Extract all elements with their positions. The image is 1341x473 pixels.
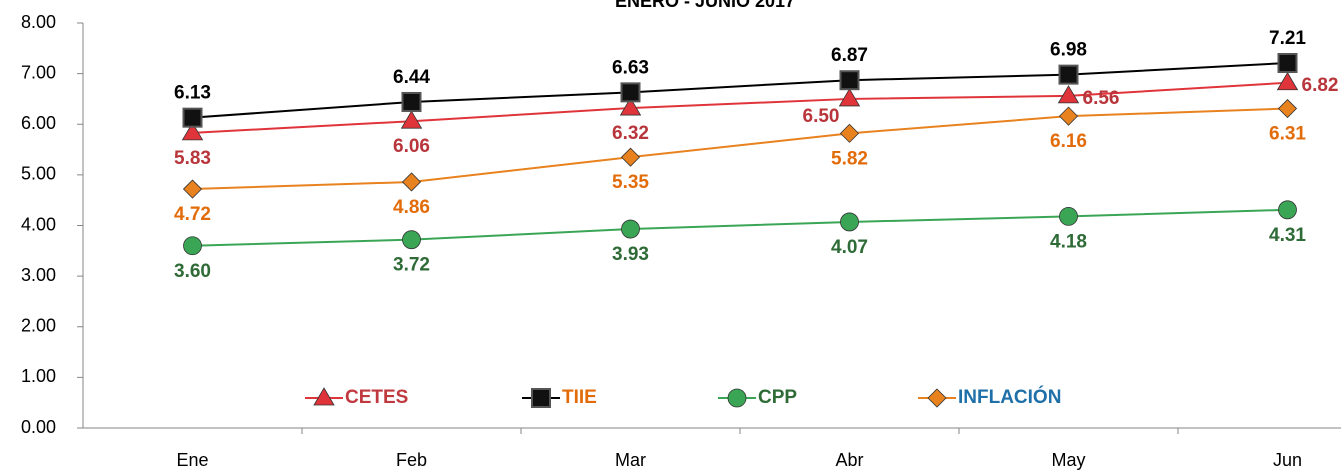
data-point xyxy=(619,97,642,116)
data-label: 6.63 xyxy=(612,57,649,78)
data-label: 4.86 xyxy=(393,197,430,218)
data-label: 6.32 xyxy=(612,123,649,144)
data-point xyxy=(182,107,203,128)
data-point xyxy=(839,70,860,91)
data-point xyxy=(1057,85,1080,104)
legend-label: TIIE xyxy=(562,387,597,408)
series-line xyxy=(192,81,1288,134)
legend-marker xyxy=(727,388,747,408)
x-tick-label: Ene xyxy=(176,450,208,470)
data-point xyxy=(402,230,421,250)
y-tick-label: 6.00 xyxy=(21,113,56,133)
data-label: 5.35 xyxy=(612,172,649,193)
data-label: 6.50 xyxy=(803,106,840,127)
data-point xyxy=(621,219,640,239)
data-point xyxy=(401,91,422,112)
legend-marker xyxy=(313,387,335,406)
legend-label: CPP xyxy=(758,387,797,408)
data-point xyxy=(1277,98,1298,119)
data-label: 4.31 xyxy=(1269,225,1306,246)
data-label: 6.82 xyxy=(1302,75,1339,96)
series-line xyxy=(192,107,1288,191)
series-line xyxy=(192,208,1288,247)
data-label: 5.83 xyxy=(174,148,211,169)
data-label: 3.60 xyxy=(174,261,211,282)
data-label: 6.56 xyxy=(1083,88,1120,109)
y-tick-label: 3.00 xyxy=(21,265,56,285)
data-label: 6.87 xyxy=(831,45,868,66)
data-point xyxy=(1276,71,1299,91)
data-label: 6.16 xyxy=(1050,131,1087,152)
series-line xyxy=(192,61,1288,119)
x-tick-label: May xyxy=(1051,450,1085,470)
data-label: 4.18 xyxy=(1050,231,1087,252)
data-label: 6.31 xyxy=(1269,124,1306,145)
data-point xyxy=(620,147,641,167)
data-label: 6.98 xyxy=(1050,40,1087,61)
data-point xyxy=(1278,200,1297,220)
y-tick-label: 0.00 xyxy=(21,417,56,437)
legend-label: INFLACIÓN xyxy=(958,386,1061,408)
data-point xyxy=(182,179,203,199)
legend-marker xyxy=(927,388,947,408)
x-tick-label: Feb xyxy=(396,450,427,470)
data-point xyxy=(1058,106,1079,126)
y-tick-label: 8.00 xyxy=(21,12,56,32)
x-tick-label: Jun xyxy=(1273,450,1302,470)
x-tick-label: Abr xyxy=(835,450,863,470)
legend-label: CETES xyxy=(345,387,408,408)
data-point xyxy=(839,123,860,143)
data-point xyxy=(1277,52,1298,73)
y-tick-label: 7.00 xyxy=(21,62,56,82)
data-point xyxy=(1059,206,1078,226)
data-label: 3.72 xyxy=(393,255,430,276)
y-tick-label: 1.00 xyxy=(21,366,56,386)
data-label: 6.06 xyxy=(393,136,430,157)
data-label: 3.93 xyxy=(612,244,649,265)
data-point xyxy=(400,110,423,129)
data-label: 4.07 xyxy=(831,237,868,258)
data-point xyxy=(620,82,641,103)
data-point xyxy=(1058,64,1079,85)
data-point xyxy=(401,172,422,192)
y-tick-label: 2.00 xyxy=(21,316,56,336)
data-point xyxy=(838,88,861,107)
data-label: 4.72 xyxy=(174,204,211,225)
data-label: 5.82 xyxy=(831,148,868,169)
data-label: 7.21 xyxy=(1269,28,1306,49)
x-tick-label: Mar xyxy=(615,450,646,470)
legend-marker xyxy=(531,388,551,408)
y-tick-label: 4.00 xyxy=(21,214,56,234)
chart-title: ENERO - JUNIO 2017 xyxy=(615,0,795,11)
data-label: 6.44 xyxy=(393,67,430,88)
data-point xyxy=(183,236,202,256)
y-tick-label: 5.00 xyxy=(21,164,56,184)
data-point xyxy=(840,212,859,232)
data-label: 6.13 xyxy=(174,83,211,104)
data-point xyxy=(181,122,204,141)
